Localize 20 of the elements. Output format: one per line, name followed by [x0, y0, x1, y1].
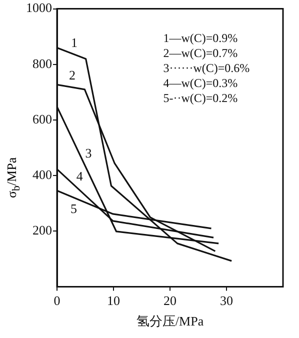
annotation: 2—w(C)=0.7%	[163, 46, 238, 60]
y-tick-label: 800	[32, 56, 52, 71]
annotation: 3······w(C)=0.6%	[163, 60, 250, 75]
annotation: 5-··w(C)=0.2%	[163, 90, 238, 105]
x-tick-label: 20	[164, 293, 176, 308]
series-label: 4	[76, 168, 84, 184]
series-label: 3	[85, 146, 92, 161]
annotation: 4—w(C)=0.3%	[163, 76, 238, 90]
y-tick-label: 200	[32, 222, 52, 238]
x-tick-label: 30	[220, 293, 233, 308]
series-label: 1	[71, 34, 78, 50]
y-tick-label: 1000	[26, 0, 52, 16]
y-tick-label: 600	[32, 111, 52, 126]
annotation: 1—w(C)=0.9%	[163, 30, 238, 45]
x-tick-label: 0	[54, 293, 60, 308]
series-label: 2	[68, 68, 76, 83]
y-tick-label: 400	[32, 167, 52, 182]
series-label: 5	[70, 201, 78, 216]
x-axis-title: 氢分压/MPa	[136, 314, 204, 329]
x-tick-label: 10	[107, 293, 120, 308]
